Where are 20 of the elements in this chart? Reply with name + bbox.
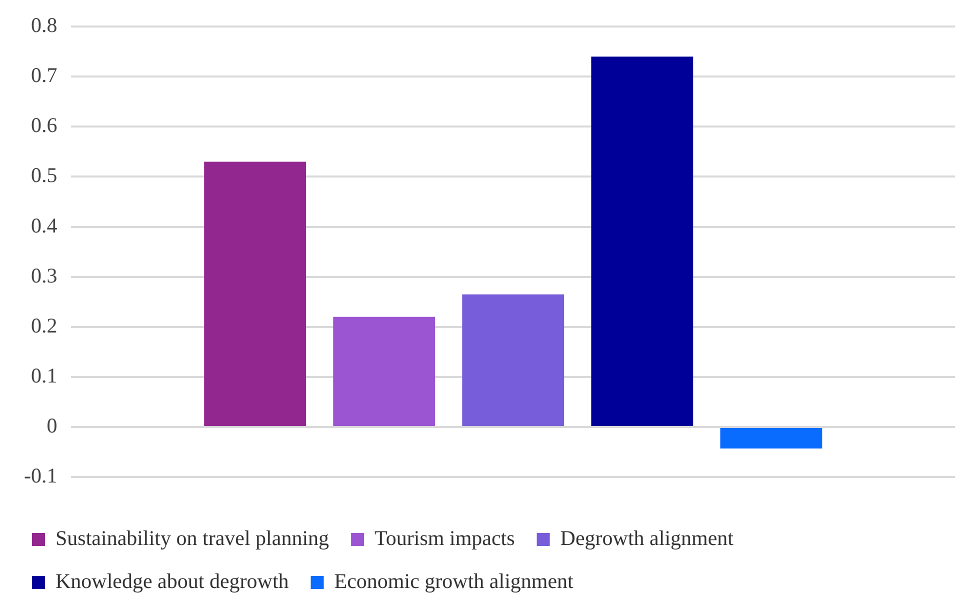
bar	[591, 56, 694, 426]
y-tick-label: 0.4	[30, 213, 58, 238]
y-tick-label: 0.7	[30, 63, 58, 88]
bar	[333, 316, 436, 426]
y-tick-label: 0.1	[30, 363, 58, 388]
y-tick-label: -0.1	[24, 464, 58, 488]
legend-label: Degrowth alignment	[560, 526, 734, 550]
y-tick-label: 0.5	[30, 163, 58, 188]
bar	[204, 162, 306, 426]
y-tick-label: 0.6	[30, 113, 58, 138]
legend-label: Sustainability on travel planning	[56, 526, 330, 550]
y-tick-label: 0	[46, 413, 58, 438]
bar	[462, 294, 564, 426]
bar	[720, 428, 822, 448]
y-tick-label: 0.8	[30, 13, 58, 38]
y-tick-label: 0.3	[30, 263, 58, 288]
legend-label: Knowledge about degrowth	[56, 569, 290, 594]
legend-label: Economic growth alignment	[334, 569, 574, 594]
legend-label: Tourism impacts	[374, 526, 515, 550]
y-tick-label: 0.2	[30, 313, 58, 338]
